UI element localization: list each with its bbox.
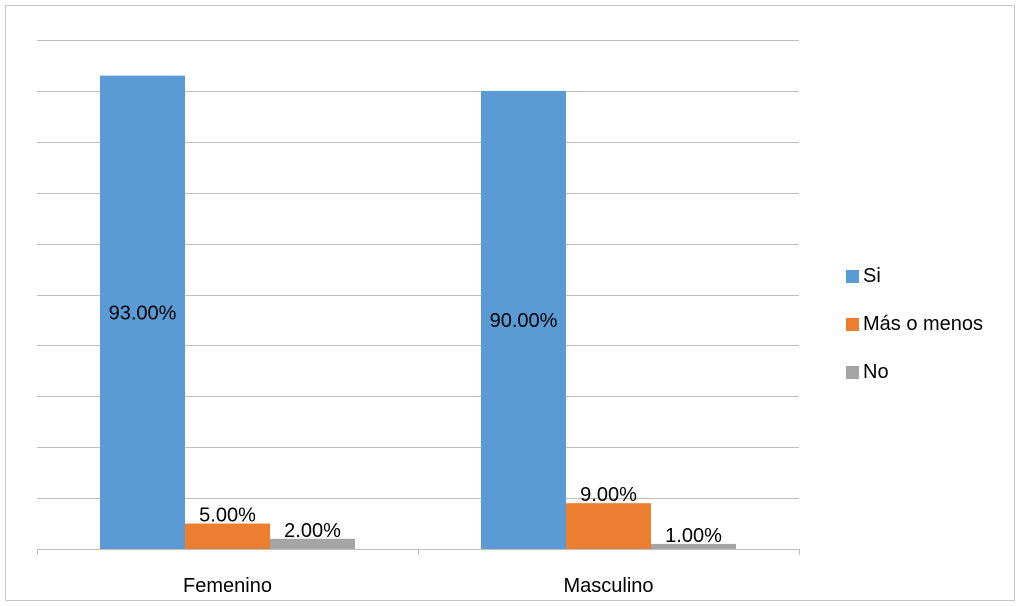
bar-más-o-menos-masculino [566,503,651,549]
bar-no-masculino [651,543,736,549]
legend-item-mas-o-menos: Más o menos [846,300,983,348]
legend-swatch-si [846,269,859,283]
legend: Si Más o menos No [846,252,983,396]
data-label: 5.00% [199,505,256,527]
data-label: 2.00% [284,520,341,542]
legend-label-no: No [863,361,889,383]
legend-label-mas-o-menos: Más o menos [863,313,984,335]
bar-no-femenino [270,538,355,549]
x-axis: Femenino Masculino [37,549,800,597]
bar-si-masculino [481,90,566,550]
legend-item-no: No [846,348,983,396]
data-labels: 93.00% 5.00% 2.00% 90.00% 9.00% 1.00% [109,302,722,547]
data-label: 9.00% [580,484,637,506]
data-label: 1.00% [665,525,722,547]
legend-label-si: Si [863,265,881,287]
legend-swatch-no [846,365,859,379]
bar-más-o-menos-femenino [185,523,270,549]
legend-item-si: Si [846,252,983,300]
x-tick-label: Masculino [563,575,653,597]
legend-swatch-mas-o-menos [846,317,859,331]
data-label: 90.00% [490,310,558,332]
x-tick-label: Femenino [183,575,272,597]
bars [100,75,736,550]
bar-si-femenino [100,75,185,549]
data-label: 93.00% [109,302,177,324]
